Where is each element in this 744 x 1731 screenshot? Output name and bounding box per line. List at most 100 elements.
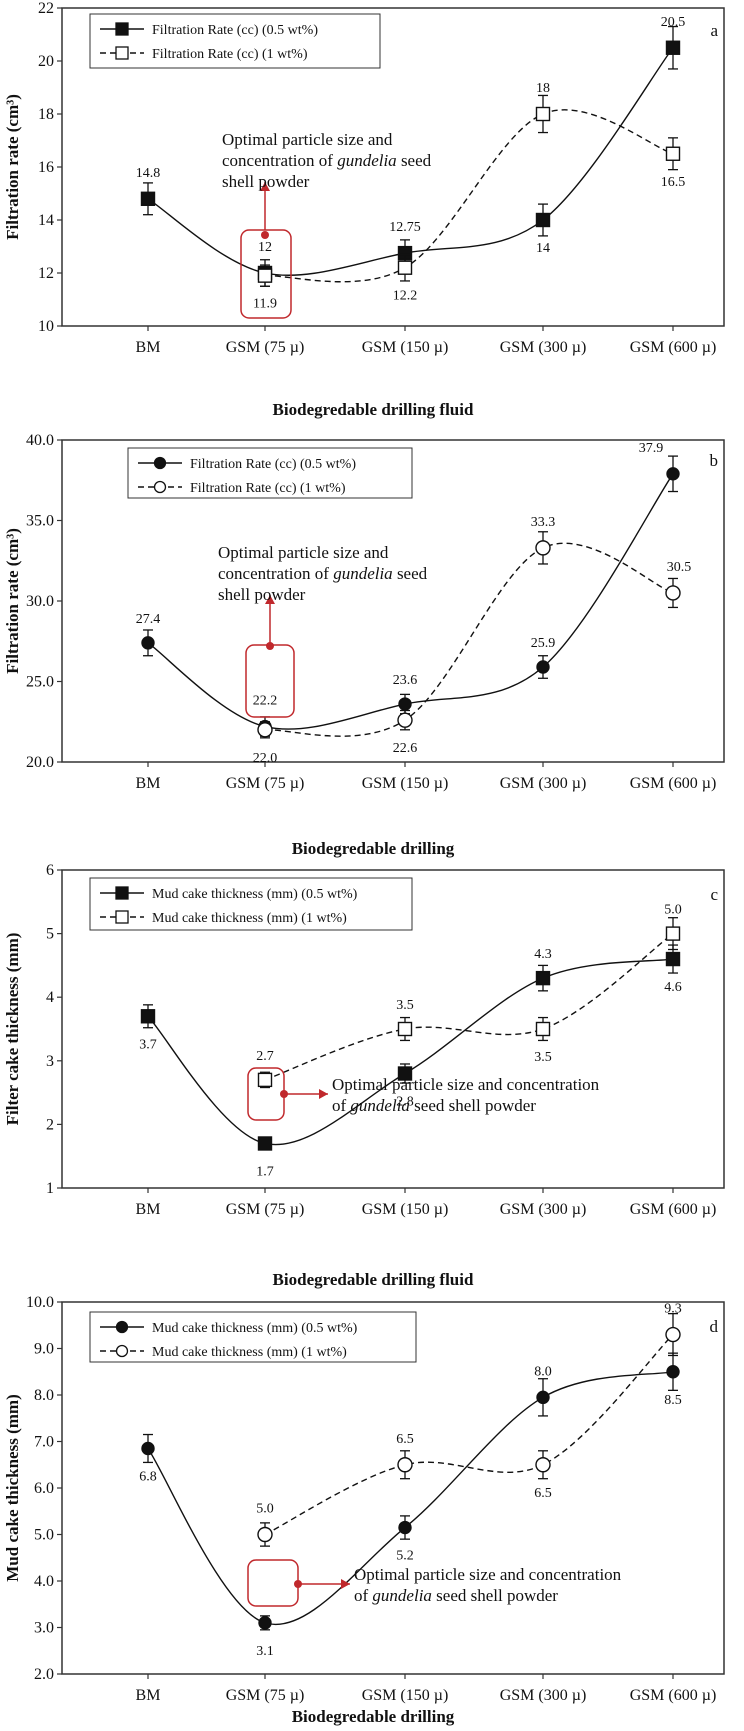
data-point (257, 1526, 273, 1543)
data-label: 1.7 (256, 1164, 274, 1179)
data-label: 2.7 (256, 1049, 274, 1064)
y-tick-label: 6 (46, 862, 54, 879)
data-label: 8.0 (534, 1364, 552, 1379)
chart-panel-c: 1 2 3 4 5 6 BM GSM (75 µ) GSM (150 µ) GSM (300 µ)… (3, 862, 725, 1289)
annotation-text-span: concentration of (218, 564, 333, 583)
annotation-text-span: shell powder (218, 585, 306, 604)
x-tick-label: GSM (150 µ) (362, 1201, 449, 1218)
annotation-arrow-dot (261, 231, 269, 239)
data-label: 22.6 (393, 741, 418, 756)
data-label: 3.1 (256, 1644, 274, 1659)
x-tick-label: GSM (150 µ) (362, 775, 449, 792)
annotation-text-line: Optimal particle size and concentration (354, 1565, 622, 1584)
data-label: 23.6 (393, 673, 418, 688)
legend-marker (115, 1344, 129, 1358)
data-label: 6.8 (139, 1469, 157, 1484)
x-tick-label: GSM (300 µ) (500, 1687, 587, 1704)
data-label: 12.75 (389, 220, 421, 235)
legend-marker (115, 46, 129, 60)
x-tick-label: BM (136, 775, 161, 792)
x-tick-label: BM (136, 339, 161, 356)
panel-tag: c (710, 885, 718, 904)
x-tick-label: GSM (150 µ) (362, 339, 449, 356)
data-label: 4.6 (664, 980, 682, 995)
data-point (257, 722, 273, 738)
data-point (397, 1021, 413, 1037)
legend-box (127, 447, 413, 499)
annotation-text-line: of gundelia seed shell powder (354, 1586, 558, 1605)
data-point (398, 1520, 412, 1535)
data-point (665, 146, 681, 161)
annotation-arrow-dot (294, 1580, 302, 1588)
annotation-text-span: Optimal particle size and (218, 543, 389, 562)
data-point (535, 212, 551, 228)
data-point (536, 1390, 550, 1405)
annotation-text-line: of gundelia seed shell powder (332, 1096, 536, 1115)
data-label: 27.4 (136, 612, 161, 627)
annotation-text-line: concentration of gundelia seed (222, 151, 432, 170)
data-label: 2.8 (396, 1095, 414, 1110)
panel-tag: a (710, 21, 718, 40)
x-tick-label: GSM (300 µ) (500, 775, 587, 792)
legend-label: Filtration Rate (cc) (0.5 wt%) (152, 23, 318, 38)
x-tick-label: GSM (75 µ) (226, 1201, 305, 1218)
data-point (258, 1616, 272, 1630)
data-point (535, 540, 551, 556)
data-point (665, 951, 681, 967)
legend-box (89, 877, 413, 931)
annotation-text-span: shell powder (222, 172, 310, 191)
data-label: 18 (536, 81, 550, 96)
y-tick-label: 9.0 (34, 1341, 54, 1358)
series-line-one-wt (264, 1334, 674, 1536)
y-axis-title: Filtration rate (cm³) (3, 94, 22, 240)
series-line-half-wt (147, 958, 674, 1146)
annotation-text-line: shell powder (222, 172, 310, 191)
data-label: 37.9 (639, 441, 664, 456)
annotation-text-span: concentration of (222, 151, 337, 170)
x-axis-title: Biodegredable drilling fluid (273, 1270, 474, 1289)
data-label: 14.8 (136, 166, 161, 181)
x-tick-label: GSM (300 µ) (500, 1201, 587, 1218)
data-point (665, 585, 681, 601)
y-tick-label: 30.0 (26, 593, 54, 610)
annotation-arrow-dot (280, 1090, 288, 1098)
data-point (140, 191, 156, 207)
annotation-arrow-head (265, 595, 275, 604)
annotation-text-span: of (354, 1586, 372, 1605)
y-tick-label: 7.0 (34, 1434, 54, 1451)
data-point (665, 926, 681, 941)
data-label: 12 (258, 240, 272, 255)
data-label: 25.9 (531, 636, 556, 651)
data-point (665, 1326, 681, 1343)
y-tick-label: 4.0 (34, 1573, 54, 1590)
legend-label: Mud cake thickness (mm) (1 wt%) (152, 911, 347, 926)
chart-panel-d: 2.0 3.0 4.0 5.0 6.0 7.0 8.0 9.0 10.0 BM GSM (75 µ)… (3, 1294, 725, 1726)
annotation-text-line: concentration of gundelia seed (218, 564, 428, 583)
legend-label: Mud cake thickness (mm) (0.5 wt%) (152, 1321, 358, 1336)
annotation-arrow-head (319, 1089, 328, 1099)
y-tick-label: 4 (46, 989, 54, 1006)
data-label: 3.5 (534, 1050, 552, 1065)
x-axis-title: Biodegredable drilling (292, 839, 455, 858)
chart-panel-b: 20.0 25.0 30.0 35.0 40.0 BM GSM (75 µ) GSM (150… (3, 432, 725, 858)
y-tick-label: 5.0 (34, 1527, 54, 1544)
y-tick-label: 10 (38, 318, 54, 335)
data-point (666, 1365, 680, 1379)
annotation-text-line: Optimal particle size and concentration (332, 1075, 600, 1094)
y-tick-label: 10.0 (26, 1294, 54, 1311)
data-point (536, 660, 550, 674)
annotation-text-span: Optimal particle size and concentration (354, 1565, 622, 1584)
optimal-highlight-box (247, 1559, 299, 1607)
data-point (397, 712, 413, 728)
data-point (398, 697, 412, 711)
data-label: 8.5 (664, 1393, 682, 1408)
data-point (535, 1021, 551, 1037)
x-axis-title: Biodegredable drilling (292, 1707, 455, 1726)
data-label: 5.0 (664, 903, 682, 918)
x-tick-label: BM (136, 1687, 161, 1704)
legend-label: Filtration Rate (cc) (0.5 wt%) (190, 457, 356, 472)
data-point (257, 1136, 273, 1151)
y-tick-label: 3 (46, 1053, 54, 1070)
y-tick-label: 14 (38, 212, 54, 229)
data-label: 6.5 (534, 1486, 552, 1501)
